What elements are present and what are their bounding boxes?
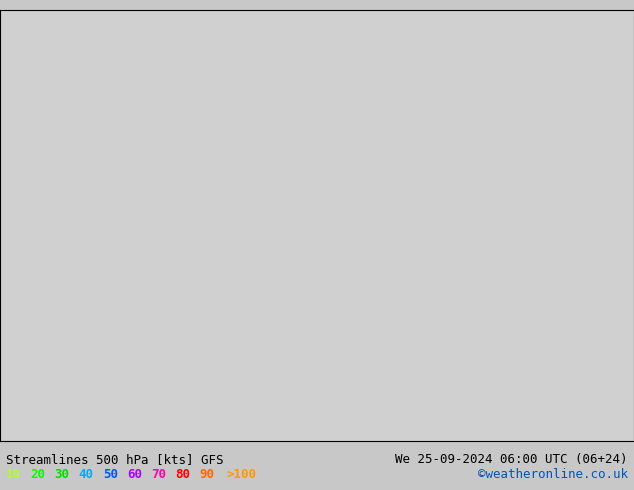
Text: Streamlines 500 hPa [kts] GFS: Streamlines 500 hPa [kts] GFS bbox=[6, 453, 224, 466]
Text: 50: 50 bbox=[103, 468, 118, 481]
Text: 30: 30 bbox=[55, 468, 70, 481]
Text: 60: 60 bbox=[127, 468, 142, 481]
Text: >100: >100 bbox=[226, 468, 256, 481]
Text: 90: 90 bbox=[199, 468, 214, 481]
Text: We 25-09-2024 06:00 UTC (06+24): We 25-09-2024 06:00 UTC (06+24) bbox=[395, 453, 628, 466]
Text: 10: 10 bbox=[6, 468, 22, 481]
Text: 40: 40 bbox=[79, 468, 94, 481]
Text: 70: 70 bbox=[151, 468, 166, 481]
Text: ©weatheronline.co.uk: ©weatheronline.co.uk bbox=[477, 468, 628, 481]
Text: 80: 80 bbox=[175, 468, 190, 481]
Text: 20: 20 bbox=[30, 468, 46, 481]
